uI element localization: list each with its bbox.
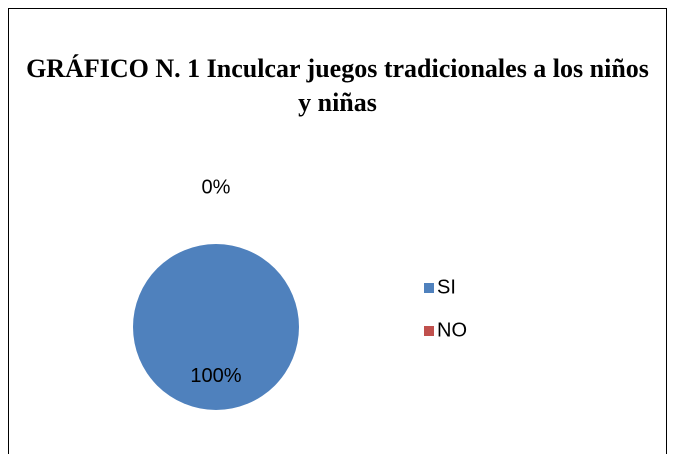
legend-swatch <box>424 283 434 293</box>
pie-slice <box>133 244 299 410</box>
legend-label: NO <box>437 319 467 341</box>
chart-frame <box>8 8 667 454</box>
legend-swatch <box>424 326 434 336</box>
data-label: 0% <box>202 176 231 198</box>
chart-title: GRÁFICO N. 1 Inculcar juegos tradicional… <box>26 54 649 117</box>
data-label: 100% <box>190 365 241 387</box>
legend-label: SI <box>437 276 456 298</box>
